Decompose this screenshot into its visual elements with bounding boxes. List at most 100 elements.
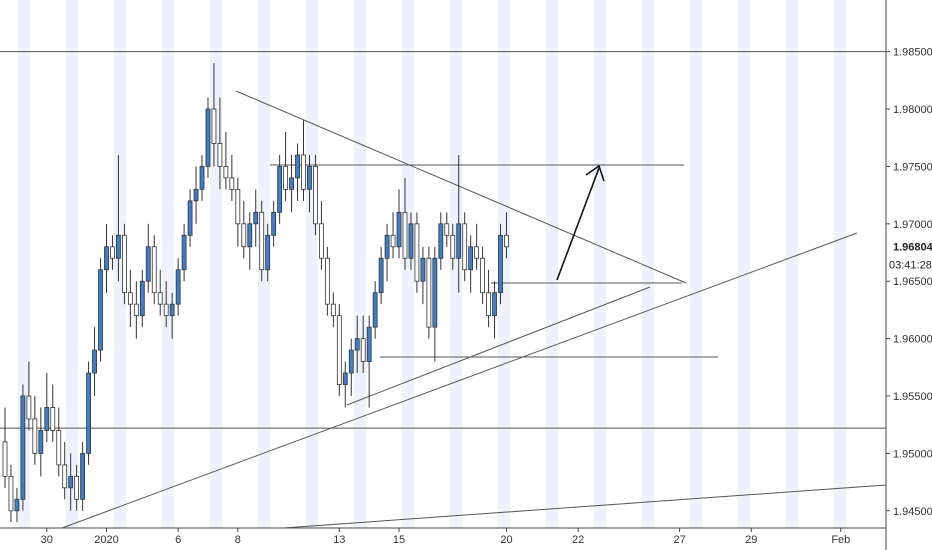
candle-body: [62, 464, 68, 489]
candle-body: [205, 108, 211, 167]
candle-body: [492, 292, 497, 317]
bottom-trendline: [282, 484, 887, 529]
candle-body: [450, 234, 456, 259]
x-tick-label: 30: [41, 534, 53, 546]
candle-body: [32, 418, 38, 454]
breakout-arrow-head: [585, 164, 605, 182]
candle-body: [372, 292, 378, 328]
candle-body: [432, 257, 438, 328]
background-band: [690, 0, 702, 528]
background-band: [354, 0, 366, 528]
candle-body: [145, 246, 151, 282]
candle-body: [360, 338, 366, 362]
candle-body: [235, 188, 241, 225]
candle-body: [86, 372, 91, 454]
countdown-label: 03:41:28: [889, 259, 932, 271]
background-band: [66, 0, 78, 528]
candle-body: [324, 257, 330, 305]
candle-body: [38, 430, 44, 454]
candle-body: [498, 234, 503, 294]
candle-body: [486, 292, 491, 317]
candle-body: [127, 292, 133, 305]
x-tick-label: 13: [333, 534, 345, 546]
background-band: [642, 0, 654, 528]
background-band: [306, 0, 318, 528]
candle-body: [336, 315, 342, 385]
candle-body: [420, 257, 426, 282]
candle-body: [14, 498, 20, 512]
candle-body: [378, 257, 384, 294]
x-tick-label: Feb: [831, 534, 850, 546]
background-band: [114, 0, 126, 528]
candle-body: [504, 234, 509, 248]
candle-body: [277, 166, 283, 213]
candle-body: [462, 223, 468, 271]
long-support-trendline: [61, 232, 858, 529]
background-band: [594, 0, 606, 528]
candle-body: [265, 234, 271, 271]
y-tick-label: 1.95500: [893, 391, 932, 403]
background-band: [162, 0, 174, 528]
candle-body: [193, 188, 199, 202]
lower-trendline: [346, 286, 651, 406]
candle-body: [26, 395, 32, 420]
candle-body: [283, 166, 288, 190]
candle-body: [80, 452, 86, 500]
y-tick-label: 1.94500: [893, 506, 932, 518]
background-band: [834, 0, 846, 528]
candle-body: [133, 303, 139, 317]
x-tick-label: 8: [235, 534, 241, 546]
y-tick-label: 1.97500: [893, 161, 932, 173]
candle-body: [151, 246, 157, 294]
last-price-label: 1.96804: [893, 241, 932, 253]
background-band: [738, 0, 750, 528]
y-tick-label: 1.95000: [893, 448, 932, 460]
candle-body: [259, 211, 265, 271]
candle-body: [444, 223, 450, 236]
candle-body: [456, 223, 462, 259]
candle-body: [229, 177, 235, 190]
candle-body: [211, 108, 217, 144]
candle-body: [116, 234, 121, 259]
candle-body: [169, 303, 175, 317]
candle-body: [390, 234, 396, 248]
background-band: [786, 0, 798, 528]
candle-body: [2, 441, 8, 477]
candle-body: [104, 246, 109, 271]
x-tick-label: 27: [673, 534, 685, 546]
candle-body: [110, 246, 115, 259]
x-tick-label: 15: [393, 534, 405, 546]
candle-body: [92, 349, 97, 374]
y-tick-label: 1.96000: [893, 334, 932, 346]
candle-body: [44, 407, 50, 431]
candle-body: [366, 326, 372, 362]
candle-body: [187, 200, 193, 236]
candle-body: [354, 338, 360, 351]
candle-body: [426, 257, 432, 328]
candle-body: [175, 269, 181, 305]
candle-body: [474, 246, 480, 259]
last-price-box: [887, 238, 932, 255]
candle-body: [438, 223, 444, 259]
candle-body: [480, 257, 486, 294]
background-band: [210, 0, 222, 528]
candle-body: [408, 223, 414, 259]
background-band: [498, 0, 510, 528]
y-tick-label: 1.98500: [893, 47, 932, 59]
candle-body: [468, 246, 474, 271]
upper-trendline: [235, 90, 687, 284]
candle-body: [50, 407, 56, 431]
candle-body: [163, 303, 169, 317]
candle-body: [295, 154, 300, 179]
x-tick-label: 22: [572, 534, 584, 546]
background-band: [450, 0, 462, 528]
candle-body: [223, 166, 229, 179]
candle-body: [253, 211, 259, 225]
candle-body: [307, 166, 312, 190]
y-tick-label: 1.97000: [893, 219, 932, 231]
candle-body: [247, 223, 253, 248]
candle-body: [8, 475, 14, 512]
candle-body: [289, 177, 294, 190]
candle-body: [301, 154, 306, 190]
